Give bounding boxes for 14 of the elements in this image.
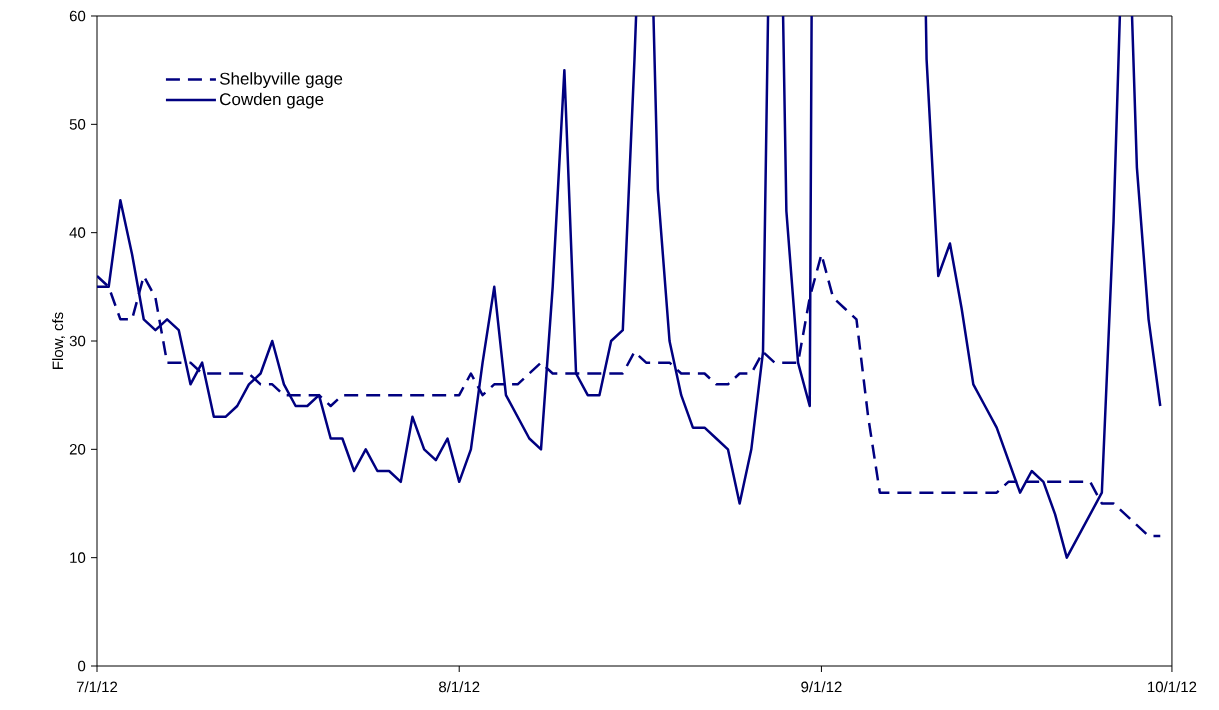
y-tick-label: 0 (78, 660, 86, 672)
y-tick-label: 10 (70, 552, 86, 563)
y-tick-label: 50 (69, 119, 86, 130)
y-tick-label: 20 (69, 444, 86, 455)
y-axis-title: Flow, cfs (52, 312, 65, 369)
x-tick-label: 10/1/12 (1148, 681, 1197, 693)
legend-label: Cowden gage (220, 92, 324, 109)
y-tick-label: 40 (69, 227, 86, 238)
x-tick-label: 8/1/12 (439, 681, 480, 693)
x-tick-label: 7/1/12 (76, 681, 118, 693)
x-tick-label: 9/1/12 (801, 681, 842, 693)
legend-label: Shelbyville gage (219, 72, 343, 89)
y-tick-label: 60 (69, 10, 86, 22)
y-tick-label: 30 (69, 335, 86, 347)
